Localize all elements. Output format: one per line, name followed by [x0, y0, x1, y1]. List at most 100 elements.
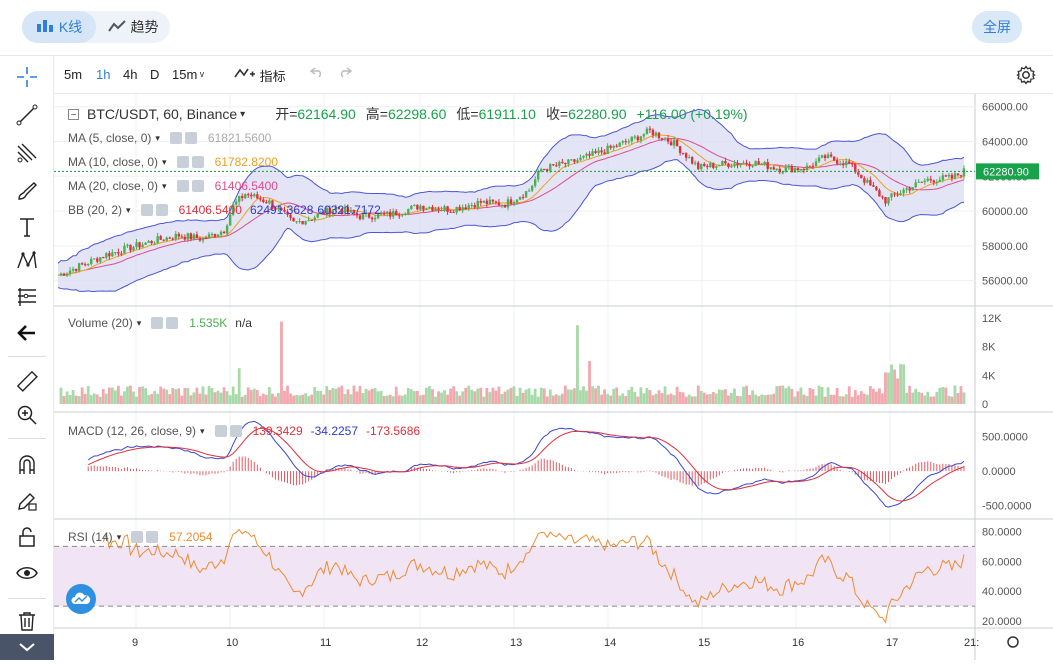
- ma10-visibility-icon[interactable]: [176, 156, 189, 168]
- fib-tool-icon[interactable]: [12, 282, 42, 312]
- redo-icon[interactable]: [338, 66, 353, 81]
- candle-body: [440, 209, 443, 211]
- candle-body: [310, 219, 313, 221]
- volume-bar: [841, 396, 845, 404]
- candle-body: [407, 209, 410, 214]
- zoom-in-icon[interactable]: [12, 400, 42, 430]
- rsi-close-icon[interactable]: [146, 531, 159, 543]
- legend-rsi[interactable]: RSI (14) ▾ 57.2054: [68, 530, 213, 544]
- ma5-visibility-icon[interactable]: [169, 132, 182, 144]
- legend-macd[interactable]: MACD (12, 26, close, 9) ▾ 139.3429 -34.22…: [68, 424, 420, 438]
- macd-close-icon[interactable]: [229, 425, 242, 437]
- chart-canvas[interactable]: 66000.0064000.0062000.0060000.0058000.00…: [54, 94, 1053, 660]
- volume-bar: [721, 389, 724, 404]
- candle-body: [274, 207, 277, 210]
- bb-chevron-icon[interactable]: ▾: [126, 204, 131, 215]
- volume-bar: [570, 389, 573, 404]
- rsi-chevron-icon[interactable]: ▾: [116, 531, 122, 542]
- rsi-visibility-icon[interactable]: [131, 531, 144, 543]
- candle-body: [715, 166, 718, 168]
- volume-bar: [642, 393, 646, 404]
- ma20-chevron-icon[interactable]: ▾: [162, 180, 167, 191]
- candle-body: [74, 268, 78, 271]
- low-value: 61911.10: [478, 106, 536, 122]
- ma10-close-icon[interactable]: [191, 156, 204, 168]
- indicators-button[interactable]: 指标: [234, 66, 286, 85]
- watermark-cloud-icon[interactable]: [66, 584, 96, 614]
- kline-tab[interactable]: K线: [22, 11, 96, 43]
- candle-body: [410, 205, 413, 210]
- volume-bar: [536, 396, 540, 404]
- volume-close-icon[interactable]: [166, 317, 179, 329]
- interval-1h[interactable]: 1h: [96, 67, 111, 82]
- volume-bar: [476, 388, 480, 404]
- volume-bar: [292, 395, 295, 404]
- macd-chevron-icon[interactable]: ▾: [200, 425, 205, 436]
- bb-close-icon[interactable]: [155, 204, 168, 216]
- symbol-title[interactable]: BTC/USDT, 60, Binance: [87, 106, 238, 122]
- interval-15m[interactable]: 15m: [172, 67, 198, 82]
- volume-bar: [150, 394, 154, 404]
- ma20-close-icon[interactable]: [191, 180, 204, 192]
- interval-d[interactable]: D: [150, 67, 160, 82]
- pitchfork-tool-icon[interactable]: [12, 138, 42, 168]
- candle-body: [168, 237, 171, 239]
- interval-dropdown[interactable]: ᵥ: [200, 65, 204, 79]
- volume-bar: [754, 394, 758, 404]
- candle-body: [277, 208, 280, 210]
- volume-bar: [464, 387, 468, 404]
- volume-bar: [65, 391, 69, 404]
- pattern-tool-icon[interactable]: [12, 246, 42, 276]
- volume-bar: [89, 395, 93, 404]
- eye-visibility-icon[interactable]: [12, 558, 42, 588]
- volume-bar: [902, 364, 905, 404]
- chart-area[interactable]: 66000.0064000.0062000.0060000.0058000.00…: [54, 94, 1053, 660]
- symbol-dropdown-chevron-icon[interactable]: ▾: [240, 108, 246, 120]
- ruler-tool-icon[interactable]: [12, 366, 42, 396]
- undo-icon[interactable]: [309, 66, 324, 81]
- bb-visibility-icon[interactable]: [140, 204, 153, 216]
- macd-visibility-icon[interactable]: [214, 425, 227, 437]
- trend-tab[interactable]: 趋势: [96, 11, 170, 43]
- candle-body: [775, 168, 778, 170]
- legend-volume[interactable]: Volume (20) ▾ 1.535K n/a: [68, 316, 252, 330]
- volume-bar: [802, 394, 806, 404]
- legend-bb[interactable]: BB (20, 2) ▾ 61406.5400 62491.3628 60321.…: [68, 203, 381, 217]
- ma5-chevron-icon[interactable]: ▾: [155, 132, 160, 143]
- volume-bar: [74, 395, 78, 404]
- legend-ma10[interactable]: MA (10, close, 0) ▾ 61782.8200: [68, 155, 278, 169]
- brush-tool-icon[interactable]: [12, 176, 42, 206]
- volume-bar: [878, 388, 881, 404]
- collapse-tools-chevron-down-icon[interactable]: [0, 634, 54, 660]
- interval-5m[interactable]: 5m: [64, 67, 83, 82]
- volume-bar: [340, 385, 344, 404]
- candle-body: [144, 242, 147, 245]
- collapse-legend-icon[interactable]: [68, 108, 79, 120]
- unlock-icon[interactable]: [12, 522, 42, 552]
- candle-body: [283, 209, 286, 212]
- volume-bar: [443, 390, 446, 404]
- candle-body: [546, 169, 549, 171]
- trendline-tool-icon[interactable]: [12, 100, 42, 130]
- candle-body: [956, 173, 960, 176]
- interval-4h[interactable]: 4h: [123, 67, 138, 82]
- lock-drawing-pencil-icon[interactable]: [12, 486, 42, 516]
- back-arrow-icon[interactable]: [12, 318, 42, 348]
- axis-settings-gear-icon[interactable]: [1007, 636, 1019, 648]
- ma20-visibility-icon[interactable]: [176, 180, 189, 192]
- ma5-close-icon[interactable]: [184, 132, 197, 144]
- candle-body: [681, 152, 685, 154]
- volume-visibility-icon[interactable]: [151, 317, 164, 329]
- text-tool-icon[interactable]: [12, 212, 42, 242]
- crosshair-icon[interactable]: [12, 62, 42, 92]
- legend-ma20[interactable]: MA (20, close, 0) ▾ 61406.5400: [68, 179, 278, 193]
- settings-gear-icon[interactable]: [1016, 65, 1036, 88]
- volume-chevron-icon[interactable]: ▾: [136, 317, 142, 328]
- volume-bar: [727, 395, 730, 404]
- fullscreen-button[interactable]: 全屏: [972, 11, 1022, 43]
- ma10-chevron-icon[interactable]: ▾: [162, 156, 167, 167]
- legend-ma5[interactable]: MA (5, close, 0) ▾ 61821.5600: [68, 131, 271, 145]
- candle-body: [884, 197, 887, 204]
- magnet-icon[interactable]: [12, 450, 42, 480]
- trash-icon[interactable]: [12, 606, 42, 636]
